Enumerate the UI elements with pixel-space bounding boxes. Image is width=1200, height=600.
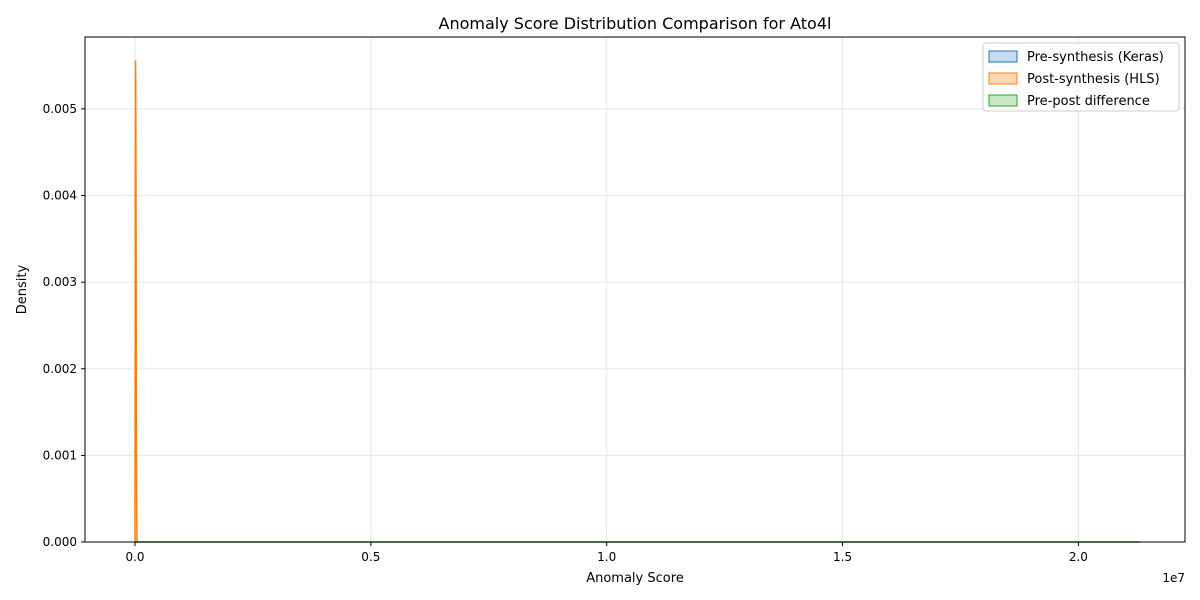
chart-title: Anomaly Score Distribution Comparison fo… [439, 14, 832, 33]
y-tick-label: 0.001 [43, 448, 77, 462]
y-tick-label: 0.003 [43, 275, 77, 289]
legend-label: Pre-post difference [1027, 94, 1150, 109]
x-axis-offset-label: 1e7 [1162, 571, 1185, 585]
legend-swatch [988, 50, 1018, 63]
y-tick-label: 0.004 [43, 189, 77, 203]
legend-label: Post-synthesis (HLS) [1027, 72, 1160, 87]
series-line [134, 60, 138, 543]
legend-swatch [988, 94, 1018, 107]
x-tick-label: 1.0 [597, 550, 616, 564]
x-tick-label: 0.0 [125, 550, 144, 564]
plot-frame [84, 36, 1186, 543]
legend-box [982, 42, 1180, 112]
grid [85, 37, 1185, 543]
legend: Pre-synthesis (Keras) Post-synthesis (HLS… [982, 42, 1180, 112]
x-tick-label: 2.0 [1069, 550, 1088, 564]
x-tick-label: 1.5 [833, 550, 852, 564]
axis-ticks: 0.0 0.5 1.0 1.5 2.0 0.000 0.001 0.002 0.003 0.004… [43, 102, 1088, 564]
y-tick-label: 0.002 [43, 362, 77, 376]
series-area-layer [134, 60, 1140, 543]
y-tick-label: 0.005 [43, 102, 77, 116]
y-tick-label: 0.000 [43, 535, 77, 549]
legend-swatch [988, 72, 1018, 85]
y-axis-label: Density [15, 264, 30, 314]
legend-label: Pre-synthesis (Keras) [1027, 50, 1164, 65]
x-axis-label: Anomaly Score [586, 571, 684, 586]
x-tick-label: 0.5 [361, 550, 380, 564]
